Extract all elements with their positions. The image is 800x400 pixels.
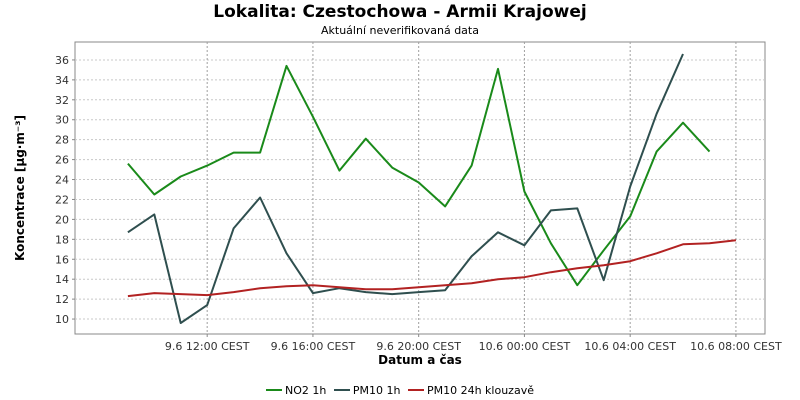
legend-item-pm10: PM10 1h (333, 383, 401, 397)
x-tick-label: 9.6 16:00 CEST (271, 340, 356, 353)
legend-label-pm10: PM10 1h (352, 383, 401, 397)
x-tick-label: 10.6 04:00 CEST (584, 340, 676, 353)
y-tick-label: 32 (55, 94, 69, 107)
chart-subtitle: Aktuální neverifikovaná data (321, 24, 479, 37)
legend-swatch-no2 (266, 389, 283, 391)
y-tick-label: 26 (55, 154, 69, 167)
x-axis-ticks: 9.6 12:00 CEST 9.6 16:00 CEST 9.6 20:00 CE… (165, 334, 782, 353)
y-tick-label: 22 (55, 193, 69, 206)
y-tick-label: 18 (55, 233, 69, 246)
x-tick-label: 10.6 00:00 CEST (479, 340, 571, 353)
y-tick-label: 12 (55, 293, 69, 306)
legend: NO2 1h PM10 1h PM10 24h klouzavě (0, 381, 800, 397)
legend-label-no2: NO2 1h (285, 383, 327, 397)
plot-area (74, 41, 766, 335)
y-tick-label: 30 (55, 114, 69, 127)
series-group (127, 53, 737, 324)
legend-swatch-pm10 (333, 389, 350, 391)
x-axis-label: Datum a čas (378, 353, 462, 367)
y-tick-label: 16 (55, 253, 69, 266)
x-tick-label: 10.6 08:00 CEST (690, 340, 782, 353)
series-line-pm10-24h-klouzav (127, 239, 737, 298)
y-tick-label: 14 (55, 273, 69, 286)
x-tick-label: 9.6 20:00 CEST (376, 340, 461, 353)
y-tick-label: 28 (55, 134, 69, 147)
series-line-pm10-1h (127, 53, 684, 324)
line-chart: 10 12 14 16 18 20 22 24 26 28 30 32 34 36 9.6 12:00 C… (13, 41, 782, 367)
legend-item-pm10-24h: PM10 24h klouzavě (407, 383, 534, 397)
x-tick-label: 9.6 12:00 CEST (165, 340, 250, 353)
legend-swatch-pm10-24h (407, 389, 424, 391)
y-tick-label: 20 (55, 213, 69, 226)
y-tick-label: 34 (55, 74, 69, 87)
y-axis-ticks: 10 12 14 16 18 20 22 24 26 28 30 32 34 36 (55, 54, 75, 326)
y-axis-label: Koncentrace [µg·m⁻³] (13, 115, 27, 261)
y-tick-label: 10 (55, 313, 69, 326)
legend-label-pm10-24h: PM10 24h klouzavě (426, 383, 534, 397)
y-tick-label: 36 (55, 54, 69, 67)
legend-item-no2: NO2 1h (266, 384, 326, 397)
y-tick-label: 24 (55, 174, 69, 187)
chart-title: Lokalita: Czestochowa - Armii Krajowej (213, 2, 587, 22)
series-line-no2-1h (127, 64, 711, 287)
